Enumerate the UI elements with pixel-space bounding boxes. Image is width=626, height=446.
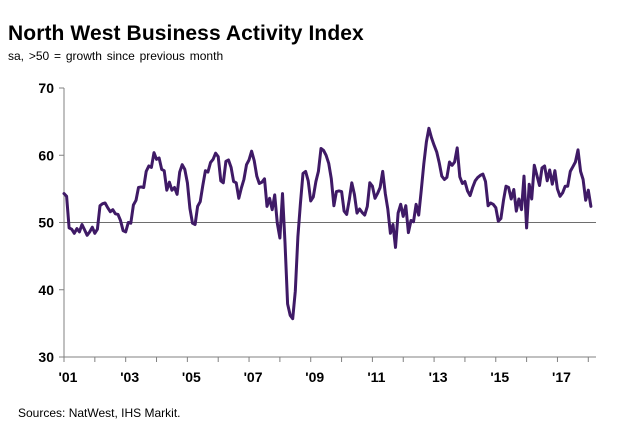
- x-tick-label: '01: [59, 369, 78, 385]
- chart-subtitle: sa, >50 = growth since previous month: [8, 49, 224, 63]
- chart-title: North West Business Activity Index: [8, 22, 364, 45]
- y-tick-label: 70: [38, 80, 54, 96]
- y-tick-label: 60: [38, 147, 54, 163]
- series-line: [62, 126, 593, 321]
- x-tick-label: '17: [552, 369, 571, 385]
- x-tick-label: '11: [367, 369, 385, 385]
- x-tick-label: '03: [120, 369, 139, 385]
- y-tick-label: 40: [38, 282, 54, 298]
- y-tick-label: 50: [38, 215, 54, 231]
- x-tick-label: '15: [490, 369, 509, 385]
- plot-area: [62, 126, 596, 321]
- chart-axes: 30 40 50 60 70 '01 '03 '05 '07 '09 '11 '13 '15 '17: [38, 80, 596, 385]
- x-tick-label: '13: [429, 369, 448, 385]
- x-tick-label: '09: [305, 369, 324, 385]
- source-note: Sources: NatWest, IHS Markit.: [18, 406, 181, 420]
- y-tick-label: 30: [38, 349, 54, 365]
- x-tick-label: '07: [244, 369, 263, 385]
- x-tick-label: '05: [182, 369, 201, 385]
